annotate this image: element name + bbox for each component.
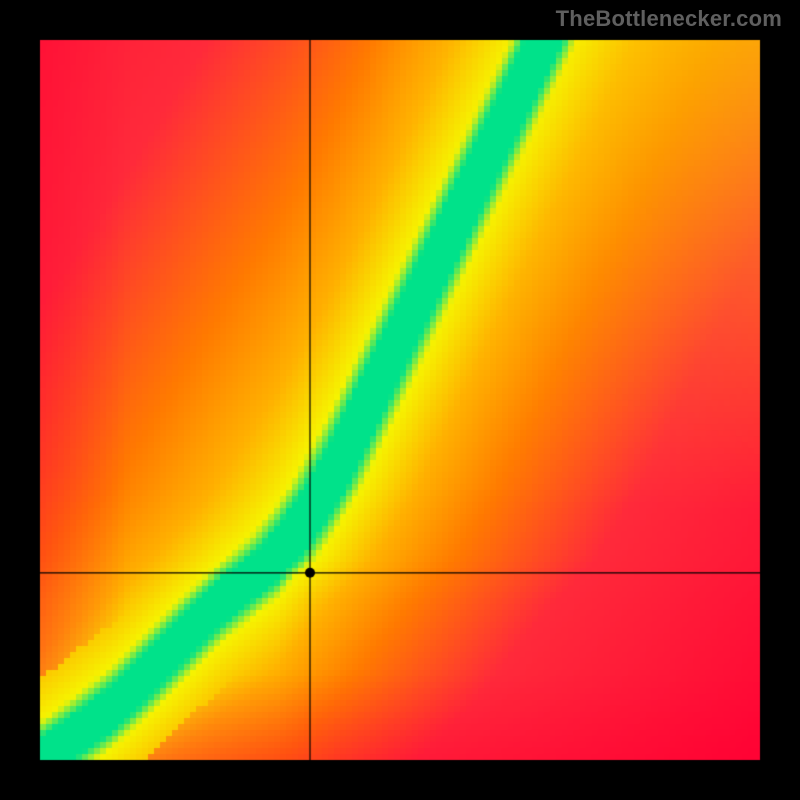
bottleneck-heatmap (0, 0, 800, 800)
watermark-text: TheBottlenecker.com (556, 6, 782, 32)
